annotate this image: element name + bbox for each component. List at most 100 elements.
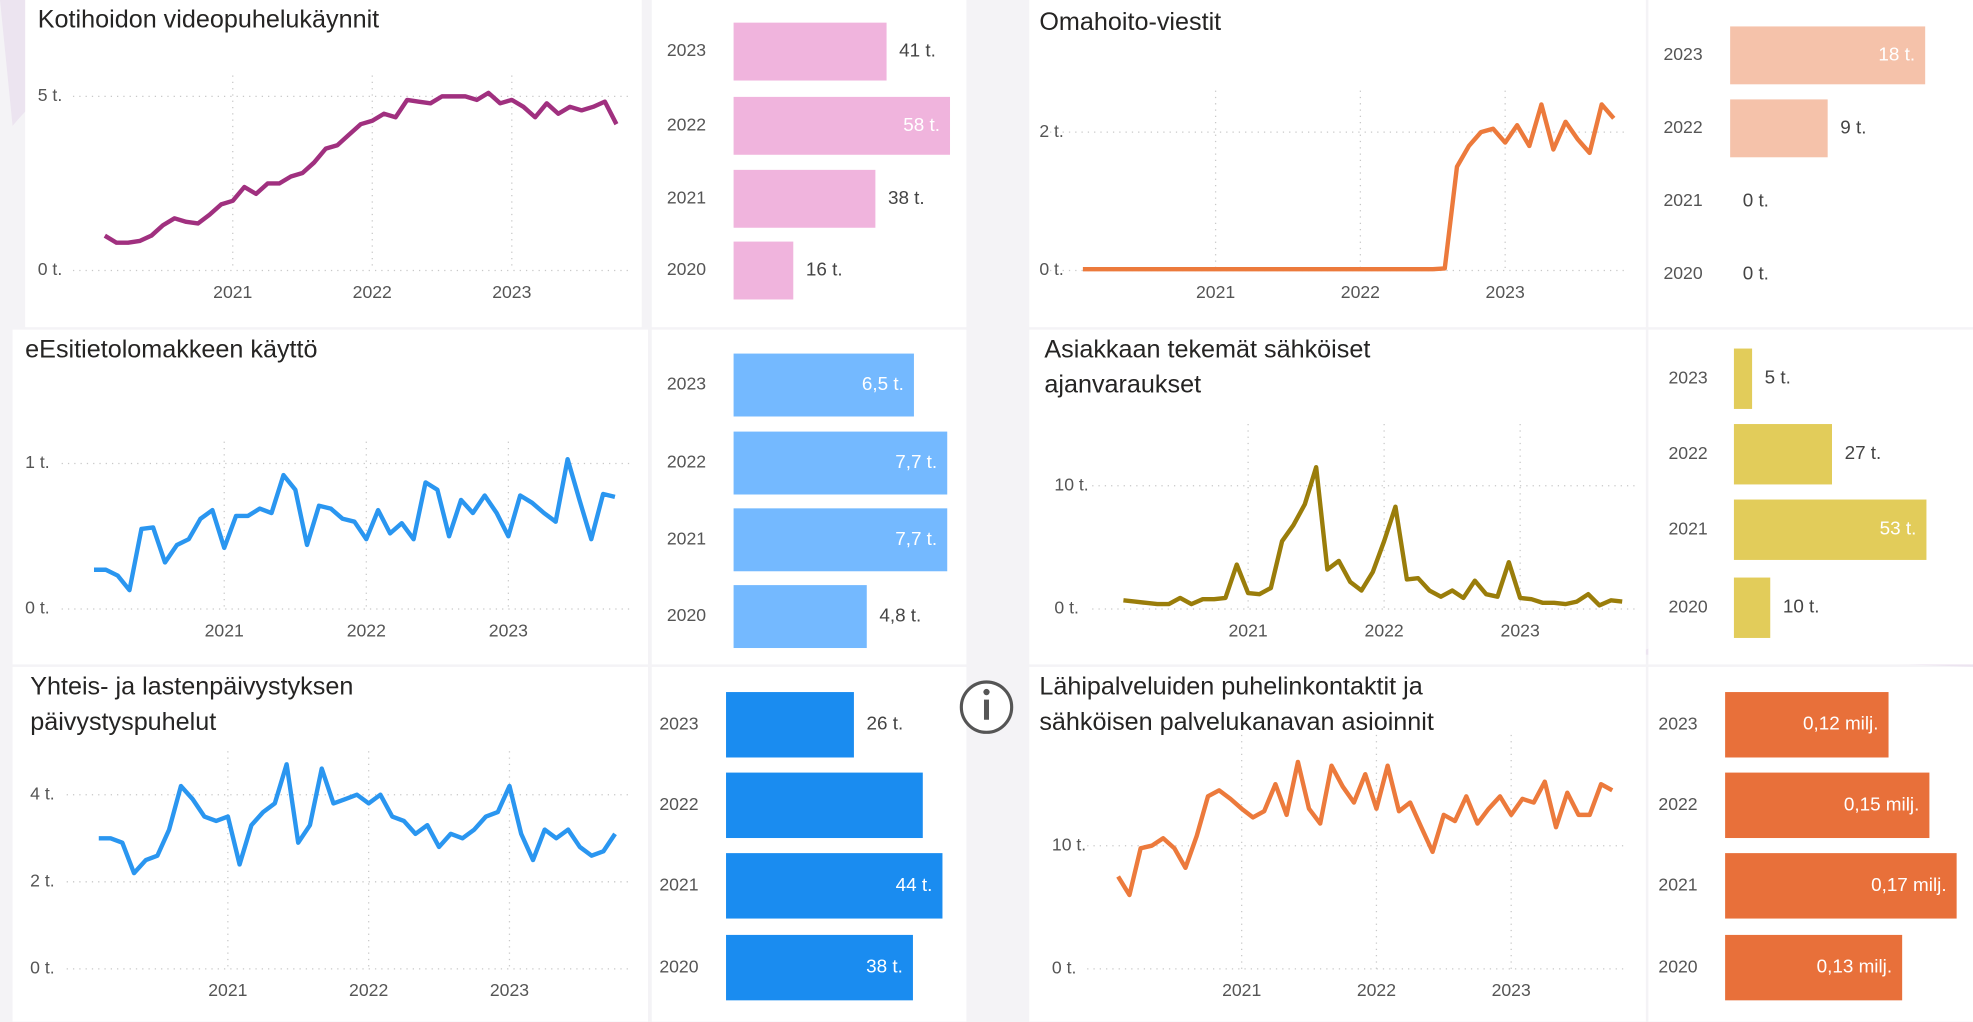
- y-tick-label: 4 t.: [30, 783, 54, 803]
- value-label: 0 t.: [1743, 262, 1769, 283]
- x-tick-label: 2022: [349, 980, 388, 1000]
- y-tick-label: 0 t.: [30, 958, 54, 978]
- value-label: 9 t.: [1840, 116, 1866, 137]
- bar: [726, 773, 923, 838]
- bar: [1734, 578, 1770, 638]
- x-tick-label: 2021: [1222, 980, 1261, 1000]
- y-tick-label: 5 t.: [38, 85, 62, 105]
- y-tick-label: 2021: [667, 528, 706, 548]
- value-label: 44 t.: [896, 874, 933, 895]
- y-tick-label: 2023: [667, 40, 706, 60]
- value-label: 26 t.: [867, 713, 904, 734]
- chart-title: Kotihoidon videopuhelukäynnit: [38, 3, 592, 38]
- value-label: 18 t.: [1878, 43, 1915, 64]
- y-tick-label: 2022: [667, 452, 706, 472]
- x-tick-label: 2023: [1486, 282, 1525, 302]
- value-label: 41 t.: [899, 40, 936, 61]
- bar: [734, 23, 887, 81]
- bar: [1730, 99, 1828, 157]
- chart-title: Lähipalveluiden puhelinkontaktit ja sähk…: [1039, 669, 1517, 739]
- y-tick-label: 2 t.: [30, 870, 54, 890]
- y-tick-label: 2020: [1658, 956, 1697, 976]
- x-tick-label: 2021: [1229, 620, 1268, 640]
- x-tick-label: 2022: [347, 620, 386, 640]
- y-tick-label: 2022: [1663, 117, 1702, 137]
- y-tick-label: 0 t.: [1054, 598, 1078, 618]
- bar: [1734, 424, 1832, 484]
- y-tick-label: 2023: [659, 713, 698, 733]
- value-label: 10 t.: [1783, 596, 1820, 617]
- bar: [726, 692, 854, 757]
- value-label: 4,8 t.: [879, 605, 921, 626]
- bar: [1734, 349, 1752, 409]
- x-tick-label: 2023: [1492, 980, 1531, 1000]
- x-tick-label: 2023: [490, 980, 529, 1000]
- y-tick-label: 2023: [1658, 713, 1697, 733]
- y-tick-label: 0 t.: [1039, 259, 1063, 279]
- y-tick-label: 2021: [659, 874, 698, 894]
- dashboard: 0 t. 5 t. 2021 2022 2023 2023 41 t. 2022 58 t. 20…: [0, 0, 1973, 1022]
- value-label: 7,7 t.: [895, 528, 937, 549]
- y-tick-label: 2021: [667, 187, 706, 207]
- y-tick-label: 2022: [1668, 443, 1707, 463]
- y-tick-label: 2021: [1668, 518, 1707, 538]
- bar: [734, 585, 867, 648]
- y-tick-label: 2 t.: [1039, 121, 1063, 141]
- page: {"chart_data": [ {"type": "line", "title…: [0, 0, 1973, 1022]
- bar: [734, 170, 876, 228]
- value-label: 0 t.: [1743, 189, 1769, 210]
- x-tick-label: 2022: [1341, 282, 1380, 302]
- y-tick-label: 0 t.: [38, 259, 62, 279]
- x-tick-label: 2022: [353, 282, 392, 302]
- panel: [1029, 0, 1646, 327]
- x-tick-label: 2021: [213, 282, 252, 302]
- y-tick-label: 2020: [667, 259, 706, 279]
- y-tick-label: 2021: [1658, 874, 1697, 894]
- x-tick-label: 2022: [1357, 980, 1396, 1000]
- chart-title: eEsitietolomakkeen käyttö: [25, 332, 579, 367]
- info-icon: [983, 689, 989, 695]
- value-label: 0,12 milj.: [1803, 713, 1878, 734]
- y-tick-label: 2022: [659, 794, 698, 814]
- value-label: 38 t.: [888, 187, 925, 208]
- bar: [734, 242, 794, 300]
- x-tick-label: 2023: [492, 282, 531, 302]
- value-label: 58 t.: [903, 114, 940, 135]
- panel: [13, 330, 648, 665]
- y-tick-label: 2020: [667, 605, 706, 625]
- y-tick-label: 2021: [1663, 190, 1702, 210]
- value-label: 0,17 milj.: [1871, 874, 1946, 895]
- y-tick-label: 2023: [1663, 44, 1702, 64]
- y-tick-label: 2020: [1663, 263, 1702, 283]
- x-tick-label: 2022: [1365, 620, 1404, 640]
- y-tick-label: 10 t.: [1052, 834, 1086, 854]
- x-tick-label: 2023: [489, 620, 528, 640]
- value-label: 27 t.: [1845, 442, 1882, 463]
- chart-title: Asiakkaan tekemät sähköiset ajanvaraukse…: [1044, 332, 1447, 402]
- x-tick-label: 2021: [208, 980, 247, 1000]
- info-icon: [984, 700, 989, 720]
- value-label: 0,15 milj.: [1844, 793, 1919, 814]
- value-label: 7,7 t.: [895, 451, 937, 472]
- x-tick-label: 2023: [1501, 620, 1540, 640]
- y-tick-label: 0 t.: [1052, 958, 1076, 978]
- x-tick-label: 2021: [205, 620, 244, 640]
- y-tick-label: 1 t.: [25, 452, 49, 472]
- y-tick-label: 2022: [667, 114, 706, 134]
- y-tick-label: 2023: [1668, 367, 1707, 387]
- chart-title: Omahoito-viestit: [1039, 5, 1593, 40]
- value-label: 6,5 t.: [862, 373, 904, 394]
- value-label: 0,13 milj.: [1817, 956, 1892, 977]
- y-tick-label: 2020: [1668, 596, 1707, 616]
- value-label: 38 t.: [866, 956, 903, 977]
- y-tick-label: 2020: [659, 956, 698, 976]
- value-label: 16 t.: [806, 259, 843, 280]
- chart-canvas: 0 t. 5 t. 2021 2022 2023 2023 41 t. 2022 58 t. 20…: [0, 0, 1973, 1022]
- chart-title: Yhteis- ja lastenpäivystyksen päivystysp…: [30, 669, 445, 739]
- value-label: 5 t.: [1765, 367, 1791, 388]
- x-tick-label: 2021: [1196, 282, 1235, 302]
- y-tick-label: 2023: [667, 374, 706, 394]
- y-tick-label: 2022: [1658, 794, 1697, 814]
- value-label: 53 t.: [1880, 518, 1917, 539]
- y-tick-label: 10 t.: [1054, 474, 1088, 494]
